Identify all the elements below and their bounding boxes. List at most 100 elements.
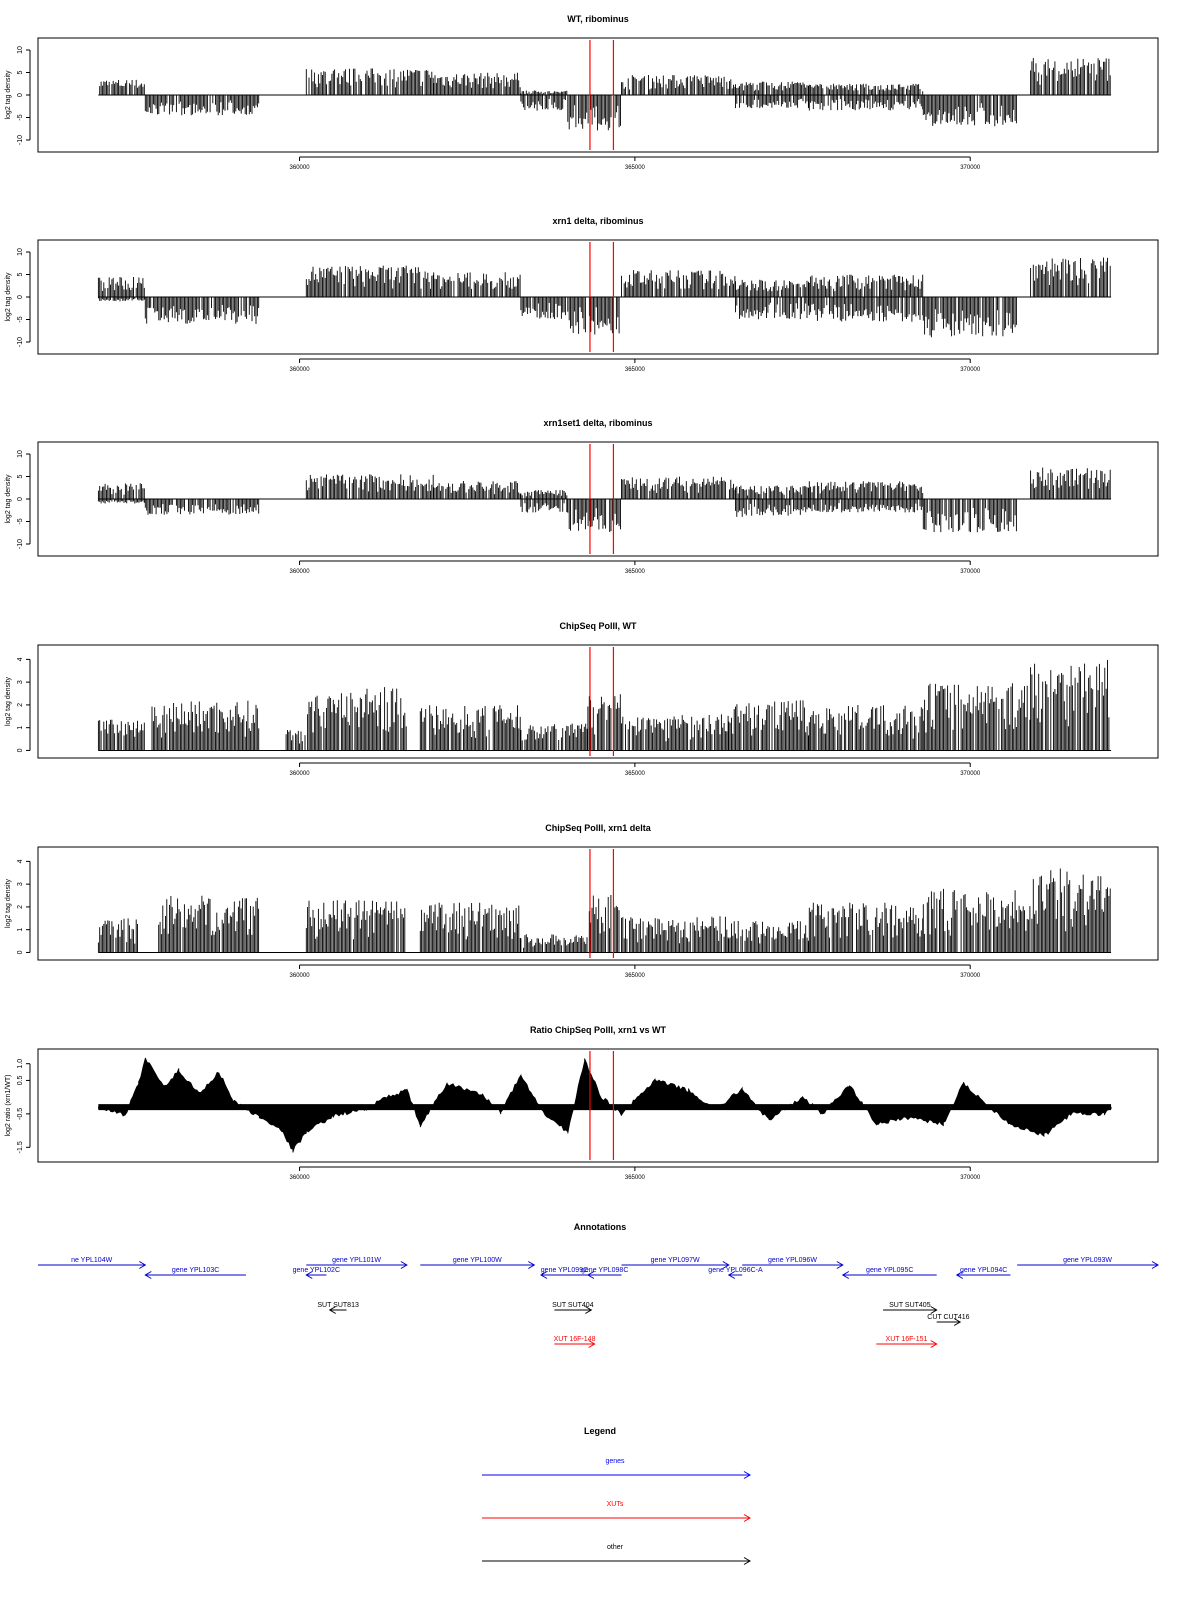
y-tick-label: 4 — [17, 859, 24, 863]
y-tick-label: 10 — [17, 248, 24, 256]
legend-item: other — [482, 1544, 751, 1565]
y-tick-label: 0 — [17, 748, 24, 752]
x-tick-label: 365000 — [625, 367, 646, 373]
y-tick-label: -0.5 — [17, 1108, 24, 1120]
panel-title: ChipSeq PolII, WT — [560, 621, 637, 631]
legend-title: Legend — [584, 1426, 616, 1436]
y-axis-label: log2 tag density — [5, 676, 12, 726]
chart-panel-4: ChipSeq PolII, WT 4 3 2 1 0 log2 tag density 36… — [5, 621, 1159, 777]
annotation-feature: gene YPL099C — [540, 1267, 588, 1279]
annotation-feature: gene YPL095C — [841, 1267, 937, 1279]
feature-label: SUT SUT405 — [889, 1302, 931, 1309]
legend-label: XUTs — [607, 1501, 624, 1508]
x-tick-label: 370000 — [960, 1175, 981, 1181]
annotation-feature: gene YPL097W — [621, 1257, 730, 1269]
panel-title: Ratio ChipSeq PolII, xrn1 vs WT — [530, 1025, 667, 1035]
feature-arrowhead — [586, 1271, 595, 1279]
y-tick-label: 1 — [17, 928, 24, 932]
chart-panel-5: ChipSeq PolII, xrn1 delta 4 3 2 1 0 log2 tag d… — [5, 823, 1159, 979]
data-bars — [97, 659, 1110, 751]
data-bars — [99, 58, 1111, 131]
feature-arrowhead — [305, 1271, 313, 1279]
plot-frame — [37, 37, 1159, 153]
plot-frame — [37, 644, 1159, 759]
annotation-feature: XUT 16F-151 — [876, 1336, 938, 1348]
chart-panel-6: Ratio ChipSeq PolII, xrn1 vs WT 1.0 0.5 -0.… — [5, 1025, 1159, 1181]
y-tick-label: -5 — [17, 518, 24, 524]
chart-panel-3: xrn1set1 delta, ribominus 10 5 0 -5 -10 log2 t… — [5, 418, 1159, 575]
annotation-feature: SUT SUT813 — [317, 1302, 359, 1314]
feature-arrowhead — [139, 1261, 147, 1269]
data-bars — [97, 467, 1111, 533]
legend-arrowhead — [743, 1557, 751, 1565]
y-tick-label: 2 — [17, 905, 24, 909]
feature-arrowhead — [953, 1318, 962, 1326]
y-tick-label: 10 — [17, 450, 24, 458]
feature-arrowhead — [528, 1261, 536, 1269]
annotation-feature: gene YPL103C — [144, 1267, 246, 1279]
y-tick-label: 5 — [17, 70, 24, 74]
chart-panel-2: xrn1 delta, ribominus 10 5 0 -5 -10 log2 tag d… — [5, 216, 1159, 373]
annotation-feature: gene YPL100W — [420, 1257, 536, 1269]
feature-label: gene YPL095C — [866, 1267, 913, 1274]
panel-title: ChipSeq PolII, xrn1 delta — [545, 823, 652, 833]
x-tick-label: 360000 — [290, 1175, 311, 1181]
y-axis-label: log2 tag density — [5, 878, 12, 928]
data-bars — [97, 868, 1111, 953]
plot-frame — [37, 239, 1159, 355]
feature-label: CUT CUT416 — [927, 1314, 969, 1321]
feature-label: gene YPL099C — [541, 1267, 588, 1274]
feature-label: gene YPL093W — [1063, 1257, 1112, 1264]
legend-item: XUTs — [482, 1501, 751, 1522]
legend-label: genes — [605, 1458, 625, 1465]
x-tick-label: 365000 — [625, 165, 646, 171]
feature-arrowhead — [836, 1261, 844, 1269]
annotation-feature: gene YPL096W — [742, 1257, 844, 1269]
feature-arrowhead — [144, 1271, 152, 1279]
feature-label: gene YPL102C — [293, 1267, 340, 1274]
x-tick-label: 360000 — [290, 973, 311, 979]
feature-label: gene YPL098C — [581, 1267, 628, 1274]
x-tick-label: 360000 — [290, 569, 311, 575]
panel-title: xrn1set1 delta, ribominus — [543, 418, 652, 428]
feature-label: gene YPL100W — [453, 1257, 502, 1264]
plot-frame — [37, 1048, 1159, 1163]
y-tick-label: 0 — [17, 93, 24, 97]
legend-arrowhead — [743, 1471, 751, 1479]
y-tick-label: 5 — [17, 272, 24, 276]
feature-arrowhead — [930, 1340, 938, 1348]
annotation-feature: XUT 16F-148 — [554, 1336, 596, 1348]
annotation-feature: gene YPL094C — [955, 1267, 1011, 1279]
legend-panel: Legend genes XUTs other — [482, 1426, 751, 1565]
y-tick-label: -5 — [17, 114, 24, 120]
feature-label: gene YPL097W — [651, 1257, 700, 1264]
y-tick-label: -10 — [17, 539, 24, 549]
feature-label: ne YPL104W — [71, 1257, 113, 1264]
x-tick-label: 360000 — [290, 367, 311, 373]
feature-label: XUT 16F-151 — [886, 1336, 928, 1343]
feature-label: gene YPL096W — [768, 1257, 817, 1264]
x-tick-label: 370000 — [960, 569, 981, 575]
annotation-feature: CUT CUT416 — [927, 1314, 970, 1326]
x-tick-label: 370000 — [960, 165, 981, 171]
x-tick-label: 370000 — [960, 367, 981, 373]
y-axis-label: log2 tag density — [5, 70, 12, 120]
y-axis-label: log2 tag density — [5, 474, 12, 524]
y-tick-label: -1.5 — [17, 1141, 24, 1153]
data-bars — [97, 257, 1111, 338]
y-tick-label: 3 — [17, 882, 24, 886]
feature-label: XUT 16F-148 — [554, 1336, 596, 1343]
feature-arrowhead — [955, 1271, 964, 1279]
y-tick-label: 0 — [17, 497, 24, 501]
annotations-title: Annotations — [574, 1222, 627, 1232]
x-tick-label: 365000 — [625, 1175, 646, 1181]
x-tick-label: 365000 — [625, 973, 646, 979]
y-tick-label: 5 — [17, 474, 24, 478]
y-axis-label: log2 ratio (xrn1/WT) — [5, 1075, 12, 1137]
feature-arrowhead — [841, 1271, 850, 1279]
legend-arrowhead — [743, 1514, 751, 1522]
x-tick-label: 370000 — [960, 771, 981, 777]
feature-arrowhead — [585, 1306, 593, 1314]
x-tick-label: 370000 — [960, 973, 981, 979]
